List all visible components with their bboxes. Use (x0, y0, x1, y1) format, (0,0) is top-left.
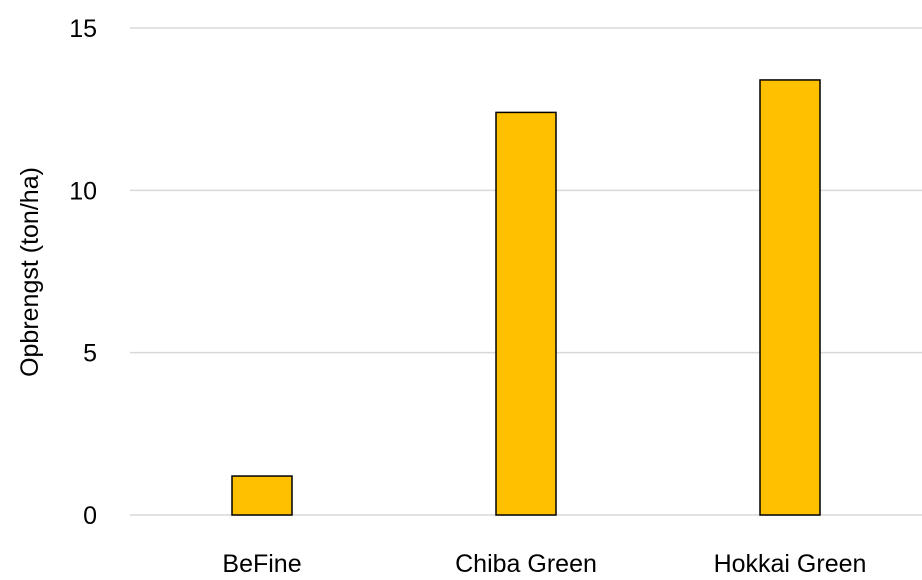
y-tick-label: 15 (69, 15, 97, 43)
x-tick-label: Chiba Green (455, 550, 597, 578)
y-tick-label: 0 (83, 502, 97, 530)
bars (231, 79, 821, 516)
bar (231, 475, 293, 516)
bar (495, 111, 557, 516)
y-tick-labels: 0 5 10 15 (69, 15, 97, 530)
y-tick-label: 10 (69, 177, 97, 205)
y-tick-label: 5 (83, 340, 97, 368)
y-axis-title: Opbrengst (ton/ha) (16, 167, 44, 377)
x-tick-label: BeFine (222, 550, 301, 578)
x-tick-label: Hokkai Green (714, 550, 867, 578)
x-tick-labels: BeFine Chiba Green Hokkai Green (222, 550, 866, 578)
bar (759, 79, 821, 516)
